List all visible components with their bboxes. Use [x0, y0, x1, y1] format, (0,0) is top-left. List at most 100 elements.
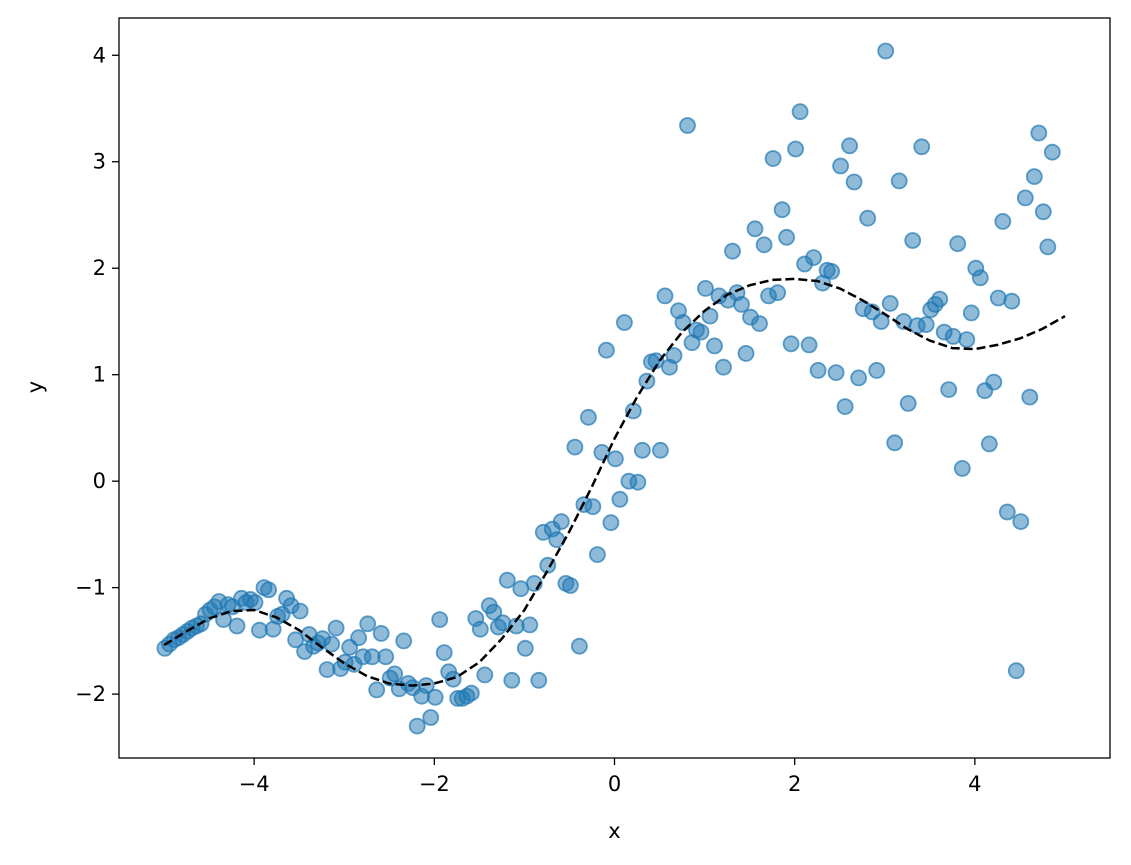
- scatter-point: [1021, 388, 1039, 406]
- x-tick-label: 0: [608, 772, 621, 796]
- scatter-point: [944, 327, 962, 345]
- scatter-point: [656, 287, 674, 305]
- scatter-point: [548, 531, 566, 549]
- scatter-point: [1025, 168, 1043, 186]
- scatter-point: [868, 361, 886, 379]
- x-tick-label: 4: [968, 772, 981, 796]
- scatter-point: [417, 677, 435, 694]
- x-axis-label: x: [608, 819, 620, 843]
- scatter-point: [634, 441, 651, 459]
- scatter-point: [580, 408, 597, 426]
- scatter-point: [859, 209, 877, 227]
- scatter-point: [764, 150, 782, 167]
- scatter-point: [368, 681, 386, 699]
- scatter-point: [1003, 292, 1021, 310]
- plot-area: [156, 42, 1066, 735]
- scatter-point: [679, 117, 696, 134]
- scatter-point: [998, 503, 1016, 521]
- scatter-point: [989, 289, 1007, 307]
- scatter-point: [949, 235, 967, 253]
- scatter-point: [665, 347, 683, 364]
- scatter-point: [552, 513, 570, 530]
- scatter-point: [602, 514, 620, 532]
- scatter-point: [733, 295, 750, 313]
- scatter-point: [751, 315, 768, 333]
- scatter-point: [746, 220, 764, 238]
- scatter-point: [607, 450, 624, 468]
- scatter-point: [994, 212, 1012, 230]
- scatter-point: [598, 341, 615, 359]
- scatter-point: [395, 632, 413, 650]
- scatter-point: [589, 546, 606, 563]
- y-tick-label: 2: [93, 256, 106, 280]
- scatter-point: [985, 373, 1003, 391]
- scatter-point: [516, 639, 534, 657]
- axes-frame: [118, 17, 1111, 759]
- scatter-point: [584, 498, 602, 516]
- scatter-point: [350, 629, 368, 647]
- scatter-point: [408, 717, 426, 735]
- scatter-point: [931, 290, 949, 308]
- x-tick-label: 2: [788, 772, 801, 796]
- scatter-point: [377, 648, 395, 666]
- scatter-point: [386, 665, 404, 683]
- scatter-point: [422, 709, 440, 726]
- scatter-point: [616, 314, 633, 331]
- scatter-point: [827, 364, 845, 382]
- scatter-point: [1030, 124, 1048, 142]
- scatter-point: [832, 157, 849, 175]
- scatter-point: [692, 323, 710, 341]
- scatter-point: [503, 671, 521, 689]
- scatter-point: [845, 173, 863, 191]
- y-axis-label: y: [23, 381, 47, 393]
- scatter-point: [485, 603, 503, 621]
- scatter-point: [886, 434, 904, 452]
- scatter-point: [372, 625, 390, 642]
- axis-ticks: −4 −2 0 2 4 −2 −1 0 1 2 3 4: [75, 43, 982, 796]
- scatter-point: [629, 473, 647, 491]
- scatter-point: [778, 228, 795, 246]
- scatter-point: [521, 616, 539, 634]
- y-tick-label: −2: [75, 682, 106, 706]
- scatter-point: [611, 490, 629, 508]
- scatter-point: [426, 688, 444, 706]
- scatter-point: [530, 671, 548, 689]
- scatter-point: [1034, 203, 1052, 221]
- scatter-point: [890, 172, 908, 190]
- scatter-point: [1016, 189, 1034, 207]
- scatter-point: [769, 284, 786, 302]
- scatter-point: [737, 344, 755, 362]
- scatter-point: [1039, 238, 1057, 256]
- scatter-point: [1012, 513, 1030, 530]
- trend-line: [163, 277, 1066, 687]
- scatter-point: [471, 620, 489, 638]
- scatter-point: [800, 336, 818, 354]
- y-tick-label: −1: [75, 576, 106, 600]
- scatter-point: [431, 611, 449, 628]
- scatter-point: [435, 644, 453, 661]
- x-tick-label: −2: [419, 772, 450, 796]
- scatter-point: [755, 236, 773, 254]
- scatter-point: [291, 602, 309, 620]
- scatter-point: [251, 621, 268, 639]
- scatter-point: [791, 103, 809, 121]
- scatter-point: [652, 441, 669, 459]
- y-tick-label: 1: [93, 363, 106, 387]
- y-tick-label: 4: [93, 43, 106, 67]
- y-tick-label: 3: [93, 150, 106, 174]
- scatter-point: [904, 232, 922, 249]
- scatter-point: [940, 381, 958, 399]
- scatter-point: [697, 279, 714, 297]
- scatter-point: [773, 201, 791, 219]
- scatter-point: [877, 42, 895, 60]
- scatter-point: [917, 316, 935, 334]
- scatter-point: [980, 435, 998, 453]
- scatter-point: [1043, 143, 1061, 161]
- scatter-point: [215, 611, 232, 628]
- scatter-point: [359, 615, 377, 633]
- scatter-point: [841, 137, 858, 155]
- scatter-point: [805, 249, 822, 267]
- scatter-point: [498, 571, 516, 589]
- x-tick-label: −4: [239, 772, 270, 796]
